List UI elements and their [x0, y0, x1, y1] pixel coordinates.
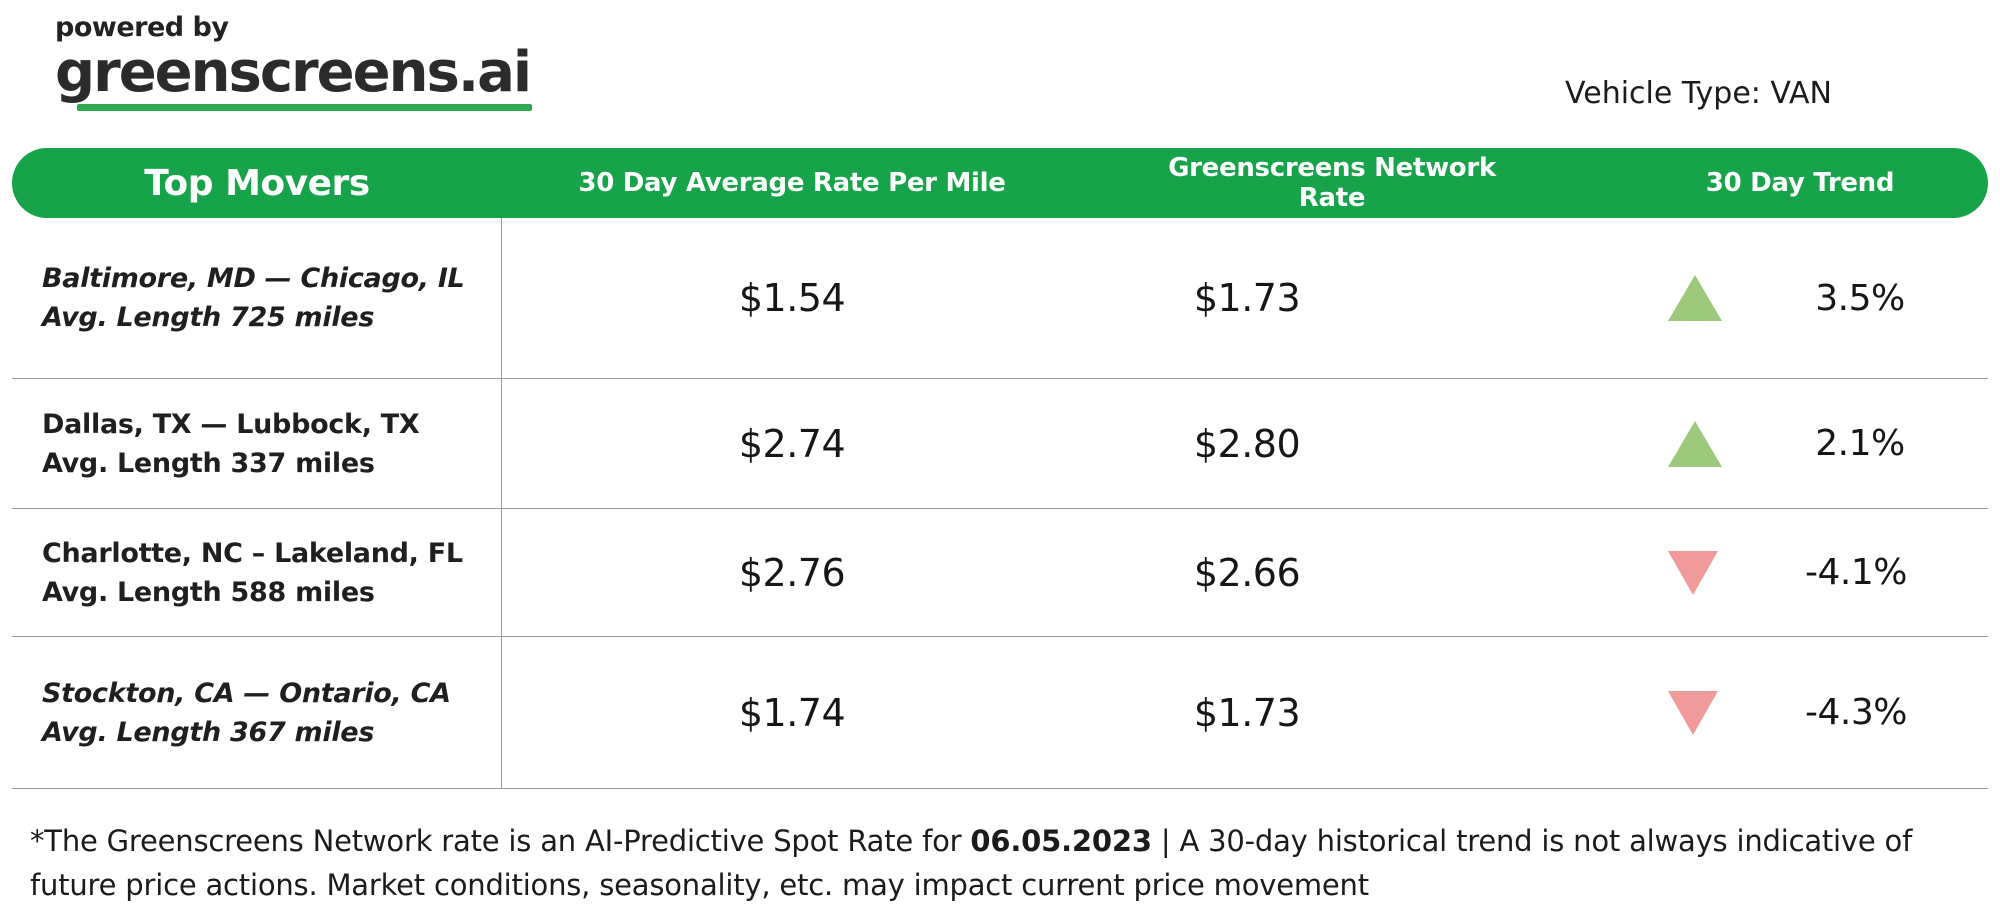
- network-rate-value: $2.80: [1193, 421, 1301, 466]
- avg-rate-cell: $2.74: [502, 379, 1082, 508]
- avg-rate-cell: $2.76: [502, 509, 1082, 636]
- lane-name: Baltimore, MD — Chicago, IL: [42, 263, 465, 294]
- network-rate-value: $1.73: [1193, 690, 1301, 735]
- brand-name: greenscreens.ai: [55, 40, 532, 105]
- network-rate-cell: $1.73: [1082, 637, 1512, 788]
- table-title: Top Movers: [144, 162, 370, 204]
- trend-percent: 3.5%: [1815, 277, 1905, 319]
- table-header-bar: Top Movers 30 Day Average Rate Per Mile …: [12, 148, 1988, 218]
- powered-by-text: powered by: [55, 12, 229, 43]
- avg-rate-cell: $1.74: [502, 637, 1082, 788]
- trend-cell: -4.3%: [1512, 637, 1988, 788]
- trend-up-icon: [1668, 275, 1722, 321]
- lane-cell: Charlotte, NC – Lakeland, FL Avg. Length…: [12, 509, 502, 636]
- column-header-network-rate: Greenscreens Network Rate: [1168, 153, 1496, 213]
- table-row: Dallas, TX — Lubbock, TX Avg. Length 337…: [12, 378, 1988, 508]
- lane-cell: Stockton, CA — Ontario, CA Avg. Length 3…: [12, 637, 502, 788]
- trend-percent: -4.3%: [1805, 692, 1907, 733]
- network-rate-value: $1.73: [1193, 276, 1301, 320]
- avg-rate-cell: $1.54: [502, 218, 1082, 378]
- trend-down-icon: [1668, 690, 1718, 735]
- network-rate-value: $2.66: [1193, 550, 1301, 595]
- lane-cell: Baltimore, MD — Chicago, IL Avg. Length …: [12, 218, 502, 378]
- network-rate-cell: $2.80: [1082, 379, 1512, 508]
- lane-cell: Dallas, TX — Lubbock, TX Avg. Length 337…: [12, 379, 502, 508]
- network-rate-cell: $1.73: [1082, 218, 1512, 378]
- trend-cell: 3.5%: [1512, 218, 1988, 378]
- table-row: Charlotte, NC – Lakeland, FL Avg. Length…: [12, 508, 1988, 636]
- vehicle-type-label: Vehicle Type: VAN: [1565, 76, 1832, 111]
- trend-percent: 2.1%: [1815, 423, 1905, 464]
- page-header: powered by greenscreens.ai Vehicle Type:…: [0, 0, 2000, 148]
- top-movers-table: Baltimore, MD — Chicago, IL Avg. Length …: [12, 218, 1988, 789]
- avg-rate-value: $1.74: [738, 690, 846, 735]
- network-rate-cell: $2.66: [1082, 509, 1512, 636]
- table-row: Baltimore, MD — Chicago, IL Avg. Length …: [12, 218, 1988, 378]
- lane-name: Dallas, TX — Lubbock, TX: [42, 408, 420, 440]
- greenscreens-logo: powered by greenscreens.ai: [55, 12, 532, 111]
- lane-avg-length: Avg. Length 725 miles: [42, 302, 375, 333]
- lane-name: Charlotte, NC – Lakeland, FL: [42, 537, 463, 569]
- disclaimer-date: 06.05.2023: [970, 824, 1152, 858]
- logo-underline: [77, 104, 532, 111]
- lane-avg-length: Avg. Length 367 miles: [42, 716, 375, 748]
- avg-rate-value: $2.74: [738, 421, 846, 466]
- lane-avg-length: Avg. Length 588 miles: [42, 576, 375, 608]
- trend-cell: 2.1%: [1512, 379, 1988, 508]
- column-header-trend: 30 Day Trend: [1705, 168, 1895, 198]
- trend-cell: -4.1%: [1512, 509, 1988, 636]
- disclaimer-prefix: *The Greenscreens Network rate is an AI-…: [30, 824, 971, 858]
- lane-avg-length: Avg. Length 337 miles: [42, 447, 375, 479]
- disclaimer-suffix: | A 30-day historical trend is not alway…: [30, 824, 1913, 902]
- table-row: Stockton, CA — Ontario, CA Avg. Length 3…: [12, 636, 1988, 788]
- avg-rate-value: $2.76: [738, 550, 846, 595]
- avg-rate-value: $1.54: [738, 276, 846, 320]
- trend-up-icon: [1668, 420, 1722, 467]
- lane-name: Stockton, CA — Ontario, CA: [42, 677, 451, 709]
- trend-percent: -4.1%: [1805, 552, 1907, 593]
- disclaimer-note: *The Greenscreens Network rate is an AI-…: [30, 819, 1940, 907]
- trend-down-icon: [1668, 550, 1718, 595]
- column-header-avg-rate: 30 Day Average Rate Per Mile: [578, 168, 1006, 198]
